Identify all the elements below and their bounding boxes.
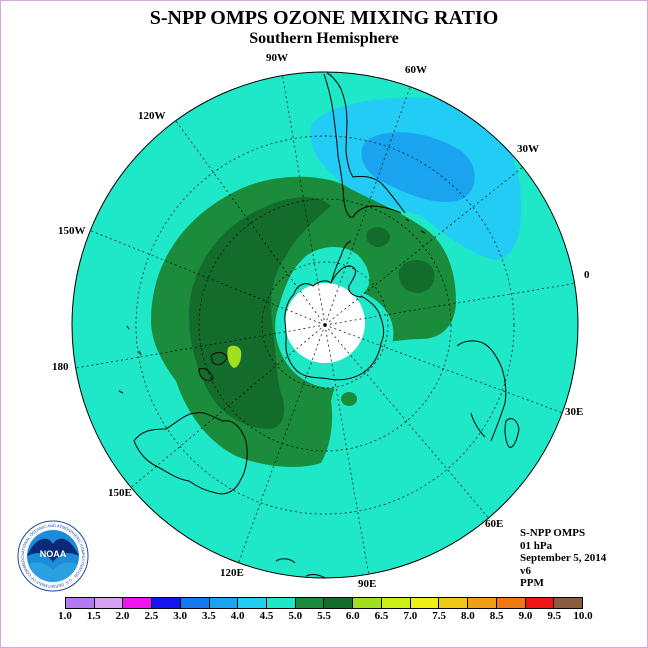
colorbar-label: 8.5	[489, 610, 504, 622]
info-instrument: S-NPP OMPS	[520, 527, 586, 539]
lon-label-90e: 90E	[358, 578, 377, 590]
colorbar-swatch	[324, 598, 354, 608]
lon-label-120e: 120E	[220, 567, 244, 579]
small-ring-blob	[341, 392, 357, 406]
colorbar-swatch	[554, 598, 582, 608]
noaa-logo: NOAA NATIONAL OCEANIC AND ATMOSPHERIC AD…	[17, 520, 89, 592]
colorbar-swatch	[468, 598, 497, 608]
map-boundary	[71, 71, 579, 579]
colorbar-swatch	[439, 598, 469, 608]
colorbar-label: 4.5	[259, 610, 274, 622]
colorbar-label: 9.0	[518, 610, 533, 622]
colorbar-label: 6.0	[345, 610, 360, 622]
small-max-region	[227, 345, 242, 368]
colorbar-swatch	[66, 598, 95, 608]
figure-subtitle: Southern Hemisphere	[249, 30, 399, 47]
colorbar-label: 7.5	[432, 610, 446, 622]
south-atlantic-low-core	[361, 132, 475, 202]
lon-label-0: 0	[584, 269, 590, 281]
colorbar-label: 1.0	[58, 610, 72, 622]
lon-label-150w: 150W	[58, 225, 86, 237]
logo-text: NOAA	[40, 549, 67, 559]
colorbar-label: 1.5	[86, 610, 101, 622]
product-info: S-NPP OMPS 01 hPa September 5, 2014 v6 P…	[520, 527, 606, 590]
info-level: 01 hPa	[520, 539, 553, 552]
ring-core-blob-north	[366, 227, 391, 247]
info-date: September 5, 2014	[520, 552, 607, 565]
colorbar-swatch	[267, 598, 296, 608]
colorbar-swatch	[238, 598, 268, 608]
colorbar-label: 3.5	[202, 610, 216, 622]
lon-label-150e: 150E	[108, 487, 132, 499]
colorbar-label: 8.0	[461, 610, 475, 622]
colorbar-label: 10.0	[573, 610, 593, 622]
ring-core-blob-east	[398, 259, 435, 293]
lon-label-60w: 60W	[405, 64, 427, 76]
colorbar-swatch	[410, 598, 440, 608]
lon-label-90w: 90W	[266, 52, 288, 64]
colorbar-swatch	[295, 598, 325, 608]
info-units: PPM	[520, 577, 544, 590]
lon-label-30w: 30W	[517, 143, 539, 155]
colorbar-swatch	[525, 598, 555, 608]
lon-label-60e: 60E	[485, 518, 504, 530]
lon-label-120w: 120W	[138, 110, 166, 122]
polar-ring-core	[189, 196, 331, 429]
colorbar-label: 4.0	[230, 610, 245, 622]
colorbar-label: 7.0	[403, 610, 418, 622]
colorbar	[65, 597, 583, 609]
info-version: v6	[520, 564, 531, 577]
colorbar-label: 5.0	[288, 610, 303, 622]
coastlines	[118, 72, 520, 578]
colorbar-label: 2.5	[144, 610, 159, 622]
colorbar-swatch	[180, 598, 210, 608]
figure-title: S-NPP OMPS OZONE MIXING RATIO	[149, 7, 499, 29]
colorbar-label: 5.5	[317, 610, 331, 622]
colorbar-swatch	[209, 598, 239, 608]
colorbar-swatch	[381, 598, 411, 608]
colorbar-label: 9.5	[547, 610, 562, 622]
colorbar-swatch	[353, 598, 382, 608]
colorbar-label: 6.5	[374, 610, 389, 622]
lon-label-180: 180	[52, 361, 69, 373]
graticule	[75, 72, 578, 577]
colorbar-swatch	[152, 598, 181, 608]
colorbar-swatch	[123, 598, 153, 608]
colorbar-swatch	[94, 598, 124, 608]
colorbar-label: 3.0	[173, 610, 187, 622]
lon-label-30e: 30E	[565, 406, 584, 418]
colorbar-swatch	[496, 598, 526, 608]
colorbar-label: 2.0	[115, 610, 130, 622]
